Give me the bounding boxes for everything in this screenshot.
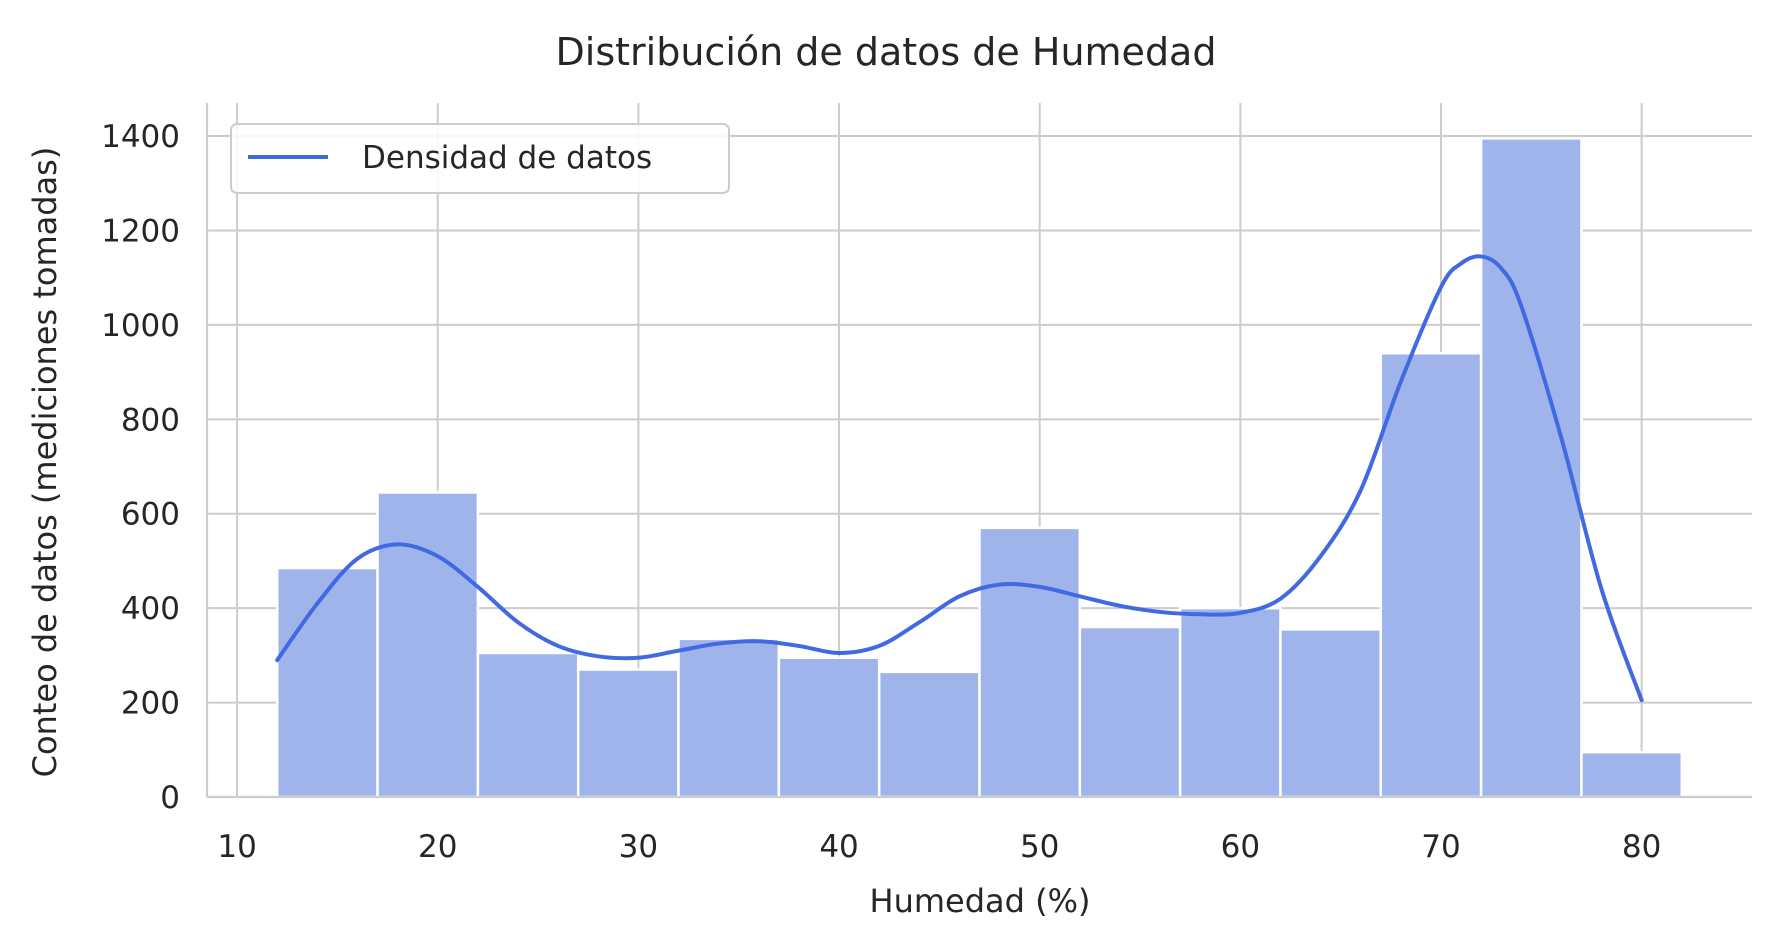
histogram-bar: [275, 566, 379, 799]
histogram-bar: [777, 656, 881, 799]
x-axis-title: Humedad (%): [870, 882, 1091, 920]
histogram-bar: [677, 637, 781, 799]
legend-box: [230, 123, 730, 194]
y-tick-label: 0: [160, 780, 180, 816]
x-tick-label: 30: [619, 829, 658, 865]
histogram-bar: [1379, 351, 1483, 799]
x-tick-label: 70: [1421, 829, 1460, 865]
legend: Densidad de datos: [230, 123, 730, 194]
histogram-bar: [1279, 628, 1383, 799]
histogram-bar: [1479, 137, 1583, 799]
x-tick-label: 50: [1020, 829, 1059, 865]
histogram-bar: [1580, 750, 1684, 799]
histogram-bar: [376, 491, 480, 799]
y-tick-label: 600: [121, 497, 180, 533]
histogram-bar: [978, 526, 1082, 799]
y-tick-label: 400: [121, 591, 180, 627]
histogram-bar: [1178, 606, 1282, 799]
axes: [205, 103, 1752, 799]
y-tick-label: 200: [121, 686, 180, 722]
x-tick-label: 10: [217, 829, 256, 865]
density-line: [275, 254, 1644, 703]
y-tick-label: 800: [121, 402, 180, 438]
histogram-bar: [576, 668, 680, 799]
chart-title: Distribución de datos de Humedad: [556, 30, 1217, 74]
histogram-bar: [1078, 625, 1182, 799]
histogram-bars: [275, 137, 1684, 799]
x-tick-labels: 10 20 30 40 50 60 70 80: [217, 829, 1661, 865]
y-tick-label: 1000: [101, 308, 180, 344]
y-tick-labels: 0 200 400 600 800 1000 1200 1400: [101, 119, 180, 816]
x-tick-label: 40: [819, 829, 858, 865]
legend-label: Densidad de datos: [362, 140, 652, 176]
histogram-bar: [877, 670, 981, 799]
x-tick-label: 80: [1622, 829, 1661, 865]
y-tick-label: 1200: [101, 213, 180, 249]
x-tick-label: 60: [1221, 829, 1260, 865]
y-axis-title: Conteo de datos (mediciones tomadas): [26, 147, 64, 778]
histogram-bar: [476, 651, 580, 799]
y-tick-label: 1400: [101, 119, 180, 155]
x-tick-label: 20: [418, 829, 457, 865]
